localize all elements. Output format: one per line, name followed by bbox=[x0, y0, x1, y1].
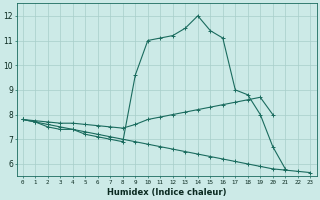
X-axis label: Humidex (Indice chaleur): Humidex (Indice chaleur) bbox=[107, 188, 226, 197]
